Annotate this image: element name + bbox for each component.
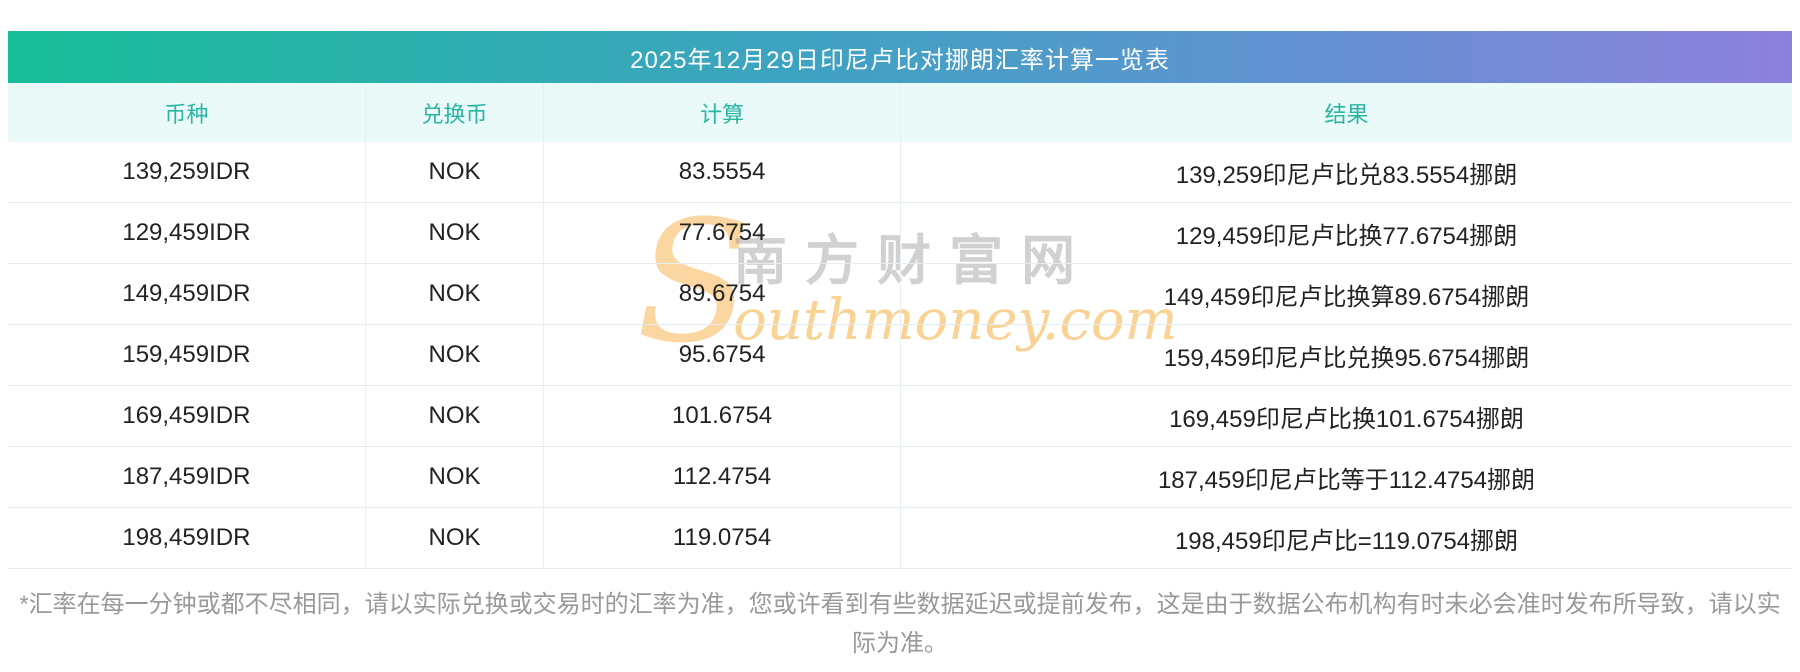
header-cell-result: 结果 [899,83,1792,142]
header-cell-exchange-currency: 兑换币 [364,83,543,142]
exchange-rate-table: 2025年12月29日印尼卢比对挪朗汇率计算一览表 币种 兑换币 计算 结果 1… [8,31,1792,569]
currency-cell: 159,459IDR [122,341,251,368]
result-cell: 129,459印尼卢比换77.6754挪朗 [899,203,1792,263]
table-row: 159,459IDR NOK 95.6754 159,459印尼卢比兑换95.6… [8,325,1792,386]
calculation-cell: 83.5554 [543,142,900,202]
currency-cell: 169,459IDR [122,402,251,429]
table-header-row: 币种 兑换币 计算 结果 [8,83,1792,142]
exchange-currency-cell: NOK [364,386,543,446]
currency-cell: 198,459IDR [122,524,251,551]
result-cell: 159,459印尼卢比兑换95.6754挪朗 [899,325,1792,385]
currency-cell: 129,459IDR [122,219,251,246]
exchange-currency-cell: NOK [364,447,543,507]
table-row: 187,459IDR NOK 112.4754 187,459印尼卢比等于112… [8,447,1792,508]
page-title: 2025年12月29日印尼卢比对挪朗汇率计算一览表 [630,46,1170,74]
exchange-currency-cell: NOK [364,325,543,385]
result-cell: 139,259印尼卢比兑83.5554挪朗 [899,142,1792,202]
header-cell-calculation: 计算 [543,83,900,142]
currency-cell: 139,259IDR [122,158,251,185]
disclaimer-footnote: *汇率在每一分钟或都不尽相同，请以实际兑换或交易时的汇率为准，您或许看到有些数据… [19,591,1781,657]
result-cell: 169,459印尼卢比换101.6754挪朗 [899,386,1792,446]
currency-cell: 149,459IDR [122,280,251,307]
calculation-cell: 119.0754 [543,508,900,568]
calculation-cell: 112.4754 [543,447,900,507]
exchange-currency-cell: NOK [364,264,543,324]
result-cell: 198,459印尼卢比=119.0754挪朗 [899,508,1792,568]
table-row: 149,459IDR NOK 89.6754 149,459印尼卢比换算89.6… [8,264,1792,325]
result-cell: 149,459印尼卢比换算89.6754挪朗 [899,264,1792,324]
table-row: 139,259IDR NOK 83.5554 139,259印尼卢比兑83.55… [8,142,1792,203]
calculation-cell: 89.6754 [543,264,900,324]
exchange-currency-cell: NOK [364,508,543,568]
calculation-cell: 101.6754 [543,386,900,446]
calculation-cell: 77.6754 [543,203,900,263]
table-row: 129,459IDR NOK 77.6754 129,459印尼卢比换77.67… [8,203,1792,264]
header-cell-currency: 币种 [164,101,209,127]
calculation-cell: 95.6754 [543,325,900,385]
exchange-currency-cell: NOK [364,142,543,202]
result-cell: 187,459印尼卢比等于112.4754挪朗 [899,447,1792,507]
exchange-currency-cell: NOK [364,203,543,263]
table-title-bar: 2025年12月29日印尼卢比对挪朗汇率计算一览表 [8,31,1792,83]
currency-cell: 187,459IDR [122,463,251,490]
table-body: 139,259IDR NOK 83.5554 139,259印尼卢比兑83.55… [8,142,1792,569]
table-row: 198,459IDR NOK 119.0754 198,459印尼卢比=119.… [8,508,1792,569]
table-row: 169,459IDR NOK 101.6754 169,459印尼卢比换101.… [8,386,1792,447]
